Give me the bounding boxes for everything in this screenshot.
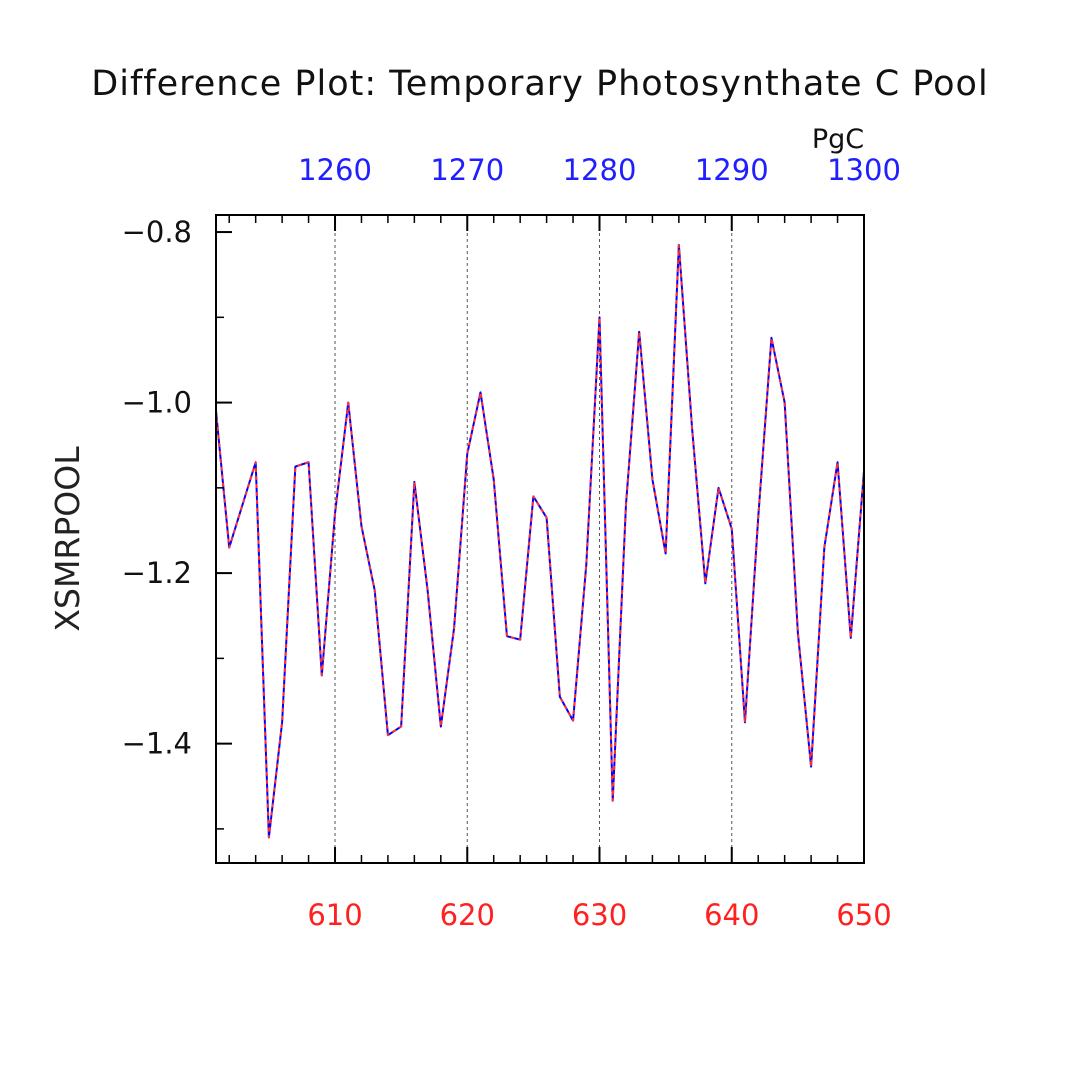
plot-frame: [215, 214, 865, 864]
y-tick-label: −1.2: [122, 556, 192, 590]
top-x-tick-label: 1290: [695, 153, 769, 187]
series-line-b: [215, 243, 865, 839]
y-tick-label: −1.0: [122, 386, 192, 420]
axes-layer: 610 620 630 640 650 1260 1270 1280 1290 1300 −1.4 −…: [122, 153, 901, 932]
x-tick-label: 630: [572, 898, 627, 932]
series-layer: [215, 243, 865, 839]
y-tick-label: −0.8: [122, 215, 192, 249]
series-line-a: [215, 243, 865, 839]
top-axis-unit: PgC: [812, 124, 864, 155]
y-axis-label: XSMRPOOL: [48, 446, 87, 632]
x-tick-label: 640: [704, 898, 759, 932]
grid-lines: [334, 215, 733, 863]
top-x-tick-label: 1300: [827, 153, 901, 187]
x-tick-label: 650: [836, 898, 891, 932]
x-tick-label: 620: [440, 898, 495, 932]
chart-title: Difference Plot: Temporary Photosynthate…: [91, 64, 988, 104]
x-tick-label: 610: [307, 898, 362, 932]
y-tick-label: −1.4: [122, 727, 192, 761]
top-x-tick-label: 1270: [430, 153, 504, 187]
top-x-tick-label: 1260: [298, 153, 372, 187]
top-x-tick-label: 1280: [563, 153, 637, 187]
